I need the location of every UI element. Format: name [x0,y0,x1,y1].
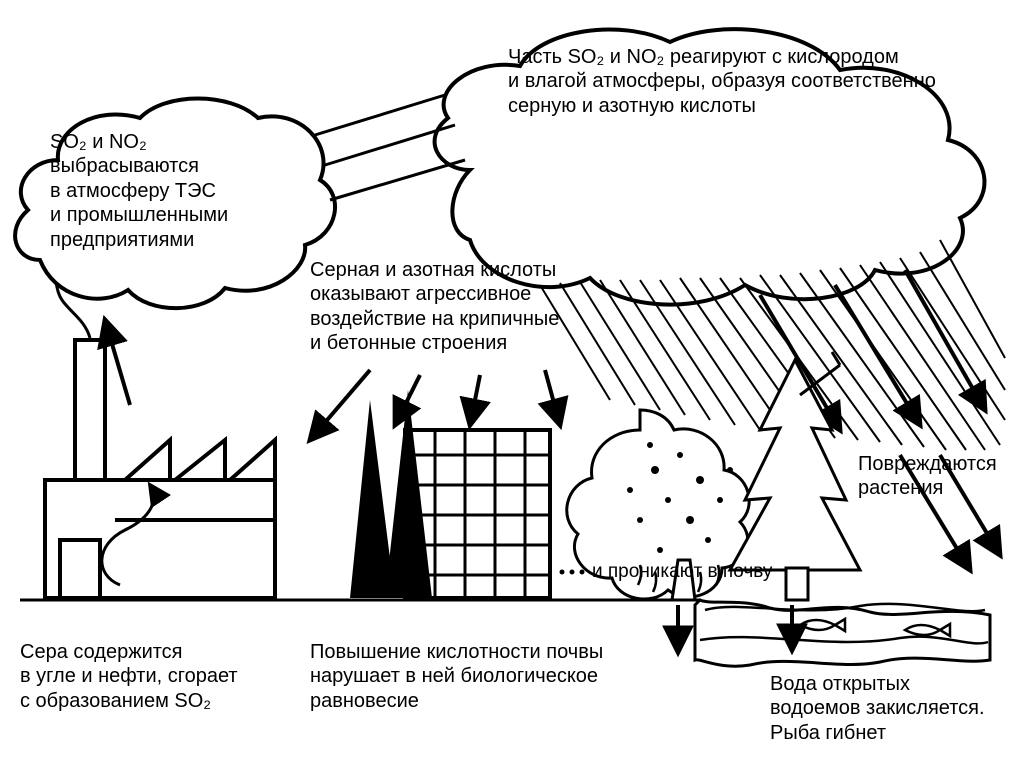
label-emissions: SO₂ и NO₂ выбрасываются в атмосферу ТЭС … [50,130,285,252]
label-soil-penetration: и проникают в почву [592,560,812,583]
factory-icon [45,340,275,598]
label-plants: Повреждаются растения [858,452,1018,501]
dark-towers [350,390,432,598]
label-reaction: Часть SO₂ и NO₂ реагируют с кислородом и… [508,45,968,118]
label-sulfur-source: Сера содержится в угле и нефти, сгорает … [20,640,300,713]
label-soil-acidity: Повышение кислотности почвы нарушает в н… [310,640,670,713]
label-acids-damage: Серная и азотная кислоты оказывают агрес… [310,258,620,356]
label-water-acid: Вода открытых водоемов закисляется. Рыба… [770,672,1015,745]
